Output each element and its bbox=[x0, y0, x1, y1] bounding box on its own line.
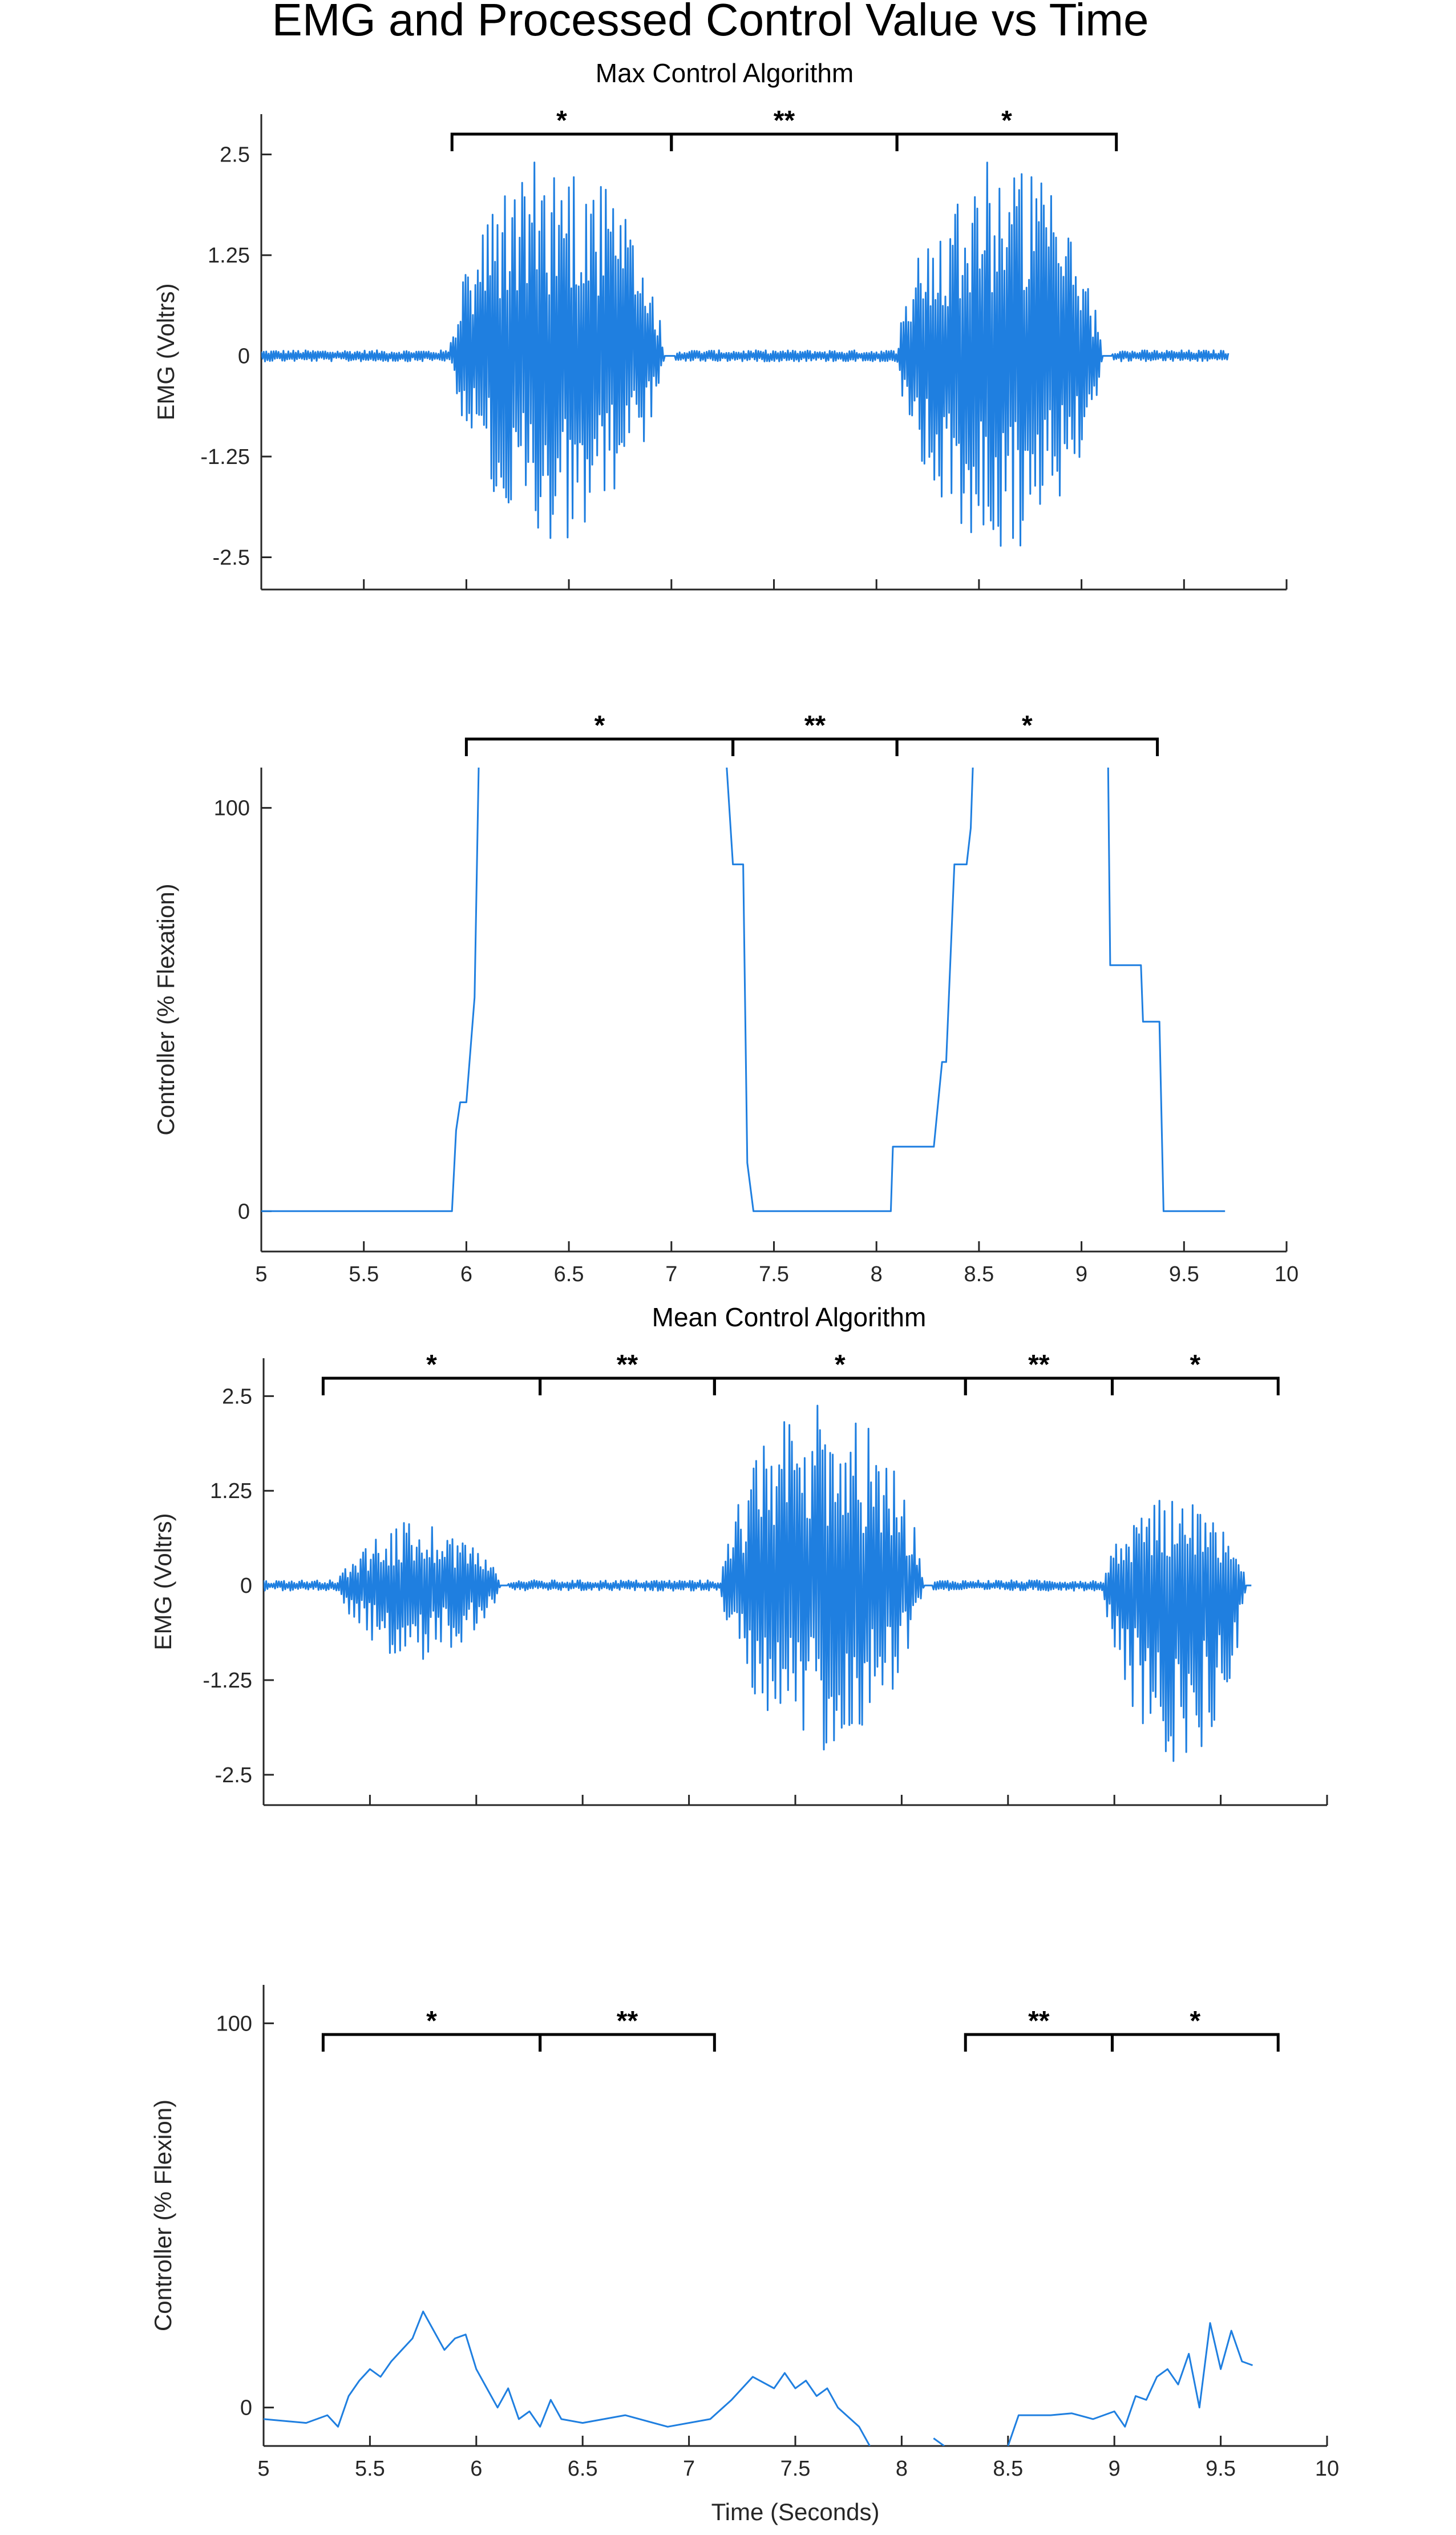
x-tick-label: 9.5 bbox=[1169, 1262, 1199, 1286]
significance-bracket bbox=[964, 1377, 1114, 1395]
significance-label: ** bbox=[1028, 2006, 1050, 2036]
significance-label: ** bbox=[617, 2006, 638, 2036]
significance-bracket bbox=[670, 132, 899, 151]
x-tick-label: 6.5 bbox=[568, 2457, 598, 2481]
figure-title: EMG and Processed Control Value vs Time bbox=[272, 0, 1149, 45]
significance-label: ** bbox=[1028, 1350, 1050, 1380]
significance-label: * bbox=[556, 106, 567, 136]
y-tick-label: 0 bbox=[240, 1574, 252, 1598]
traces bbox=[264, 1404, 1252, 1762]
y-tick-label: 0 bbox=[238, 1200, 250, 1224]
x-tick-label: 7.5 bbox=[780, 2457, 811, 2481]
x-tick-label: 8 bbox=[896, 2457, 908, 2481]
x-axis-label: Time (Seconds) bbox=[711, 2498, 880, 2525]
x-tick-label: 5.5 bbox=[355, 2457, 385, 2481]
significance-bracket bbox=[321, 2033, 542, 2052]
x-tick-label: 7.5 bbox=[759, 1262, 789, 1286]
x-tick-label: 9.5 bbox=[1206, 2457, 1236, 2481]
significance-bracket bbox=[895, 132, 1118, 151]
significance-bracket bbox=[539, 1377, 716, 1395]
significance-bracket bbox=[450, 132, 673, 151]
data-line bbox=[264, 1404, 1252, 1762]
significance-label: * bbox=[1001, 106, 1012, 136]
y-tick-label: -2.5 bbox=[213, 546, 250, 570]
traces bbox=[261, 768, 1226, 1212]
data-line bbox=[261, 768, 480, 1212]
significance-label: * bbox=[1190, 2006, 1201, 2036]
significance-label: ** bbox=[617, 1350, 638, 1380]
y-axis-label: Controller (% Flexation) bbox=[152, 883, 179, 1135]
x-tick-label: 6 bbox=[460, 1262, 472, 1286]
significance-bracket bbox=[895, 737, 1159, 756]
significance-bracket bbox=[1110, 2033, 1280, 2052]
x-tick-label: 6 bbox=[470, 2457, 482, 2481]
data-line bbox=[264, 2310, 871, 2446]
significance-bracket bbox=[539, 2033, 716, 2052]
x-tick-label: 8.5 bbox=[964, 1262, 994, 1286]
significance-bracket bbox=[964, 2033, 1114, 2052]
x-tick-label: 7 bbox=[683, 2457, 695, 2481]
y-tick-label: 0 bbox=[238, 345, 250, 369]
data-line bbox=[1107, 768, 1226, 1212]
significance-bracket bbox=[1110, 1377, 1280, 1395]
y-axis-label: Controller (% Flexion) bbox=[149, 2100, 176, 2331]
significance-label: * bbox=[1022, 711, 1033, 741]
data-line bbox=[726, 768, 974, 1212]
y-tick-label: -1.25 bbox=[200, 445, 250, 469]
significance-bracket bbox=[731, 737, 899, 756]
x-tick-label: 10 bbox=[1275, 1262, 1299, 1286]
significance-label: * bbox=[426, 1350, 437, 1380]
significance-label: * bbox=[835, 1350, 846, 1380]
x-tick-label: 5 bbox=[257, 2457, 269, 2481]
data-line bbox=[933, 2437, 945, 2446]
data-line bbox=[261, 162, 1229, 547]
y-tick-label: 1.25 bbox=[208, 244, 250, 268]
significance-bracket bbox=[713, 1377, 967, 1395]
y-tick-label: 2.5 bbox=[220, 143, 250, 167]
significance-bracket bbox=[321, 1377, 542, 1395]
y-tick-label: 2.5 bbox=[222, 1384, 252, 1408]
significance-label: ** bbox=[804, 711, 826, 741]
x-tick-label: 5.5 bbox=[349, 1262, 379, 1286]
x-tick-label: 9 bbox=[1075, 1262, 1087, 1286]
y-axis-label: EMG (Voltrs) bbox=[149, 1513, 176, 1650]
significance-bracket bbox=[464, 737, 735, 756]
y-tick-label: 100 bbox=[214, 797, 250, 821]
mean-algorithm-subtitle: Mean Control Algorithm bbox=[652, 1302, 927, 1332]
traces bbox=[261, 162, 1229, 547]
y-axis-label: EMG (Voltrs) bbox=[152, 283, 179, 420]
y-tick-label: 1.25 bbox=[210, 1479, 252, 1503]
significance-label: * bbox=[426, 2006, 437, 2036]
traces bbox=[264, 2310, 1253, 2446]
significance-label: ** bbox=[774, 106, 795, 136]
data-line bbox=[1007, 2322, 1253, 2446]
max-algorithm-subtitle: Max Control Algorithm bbox=[596, 58, 854, 88]
x-tick-label: 8 bbox=[871, 1262, 883, 1286]
significance-label: * bbox=[594, 711, 605, 741]
x-tick-label: 10 bbox=[1315, 2457, 1339, 2481]
y-tick-label: 0 bbox=[240, 2396, 252, 2420]
x-tick-label: 8.5 bbox=[993, 2457, 1023, 2481]
significance-label: * bbox=[1190, 1350, 1201, 1380]
x-tick-label: 7 bbox=[665, 1262, 677, 1286]
y-tick-label: -1.25 bbox=[203, 1669, 252, 1693]
y-tick-label: -2.5 bbox=[215, 1763, 252, 1787]
x-tick-label: 6.5 bbox=[554, 1262, 584, 1286]
x-tick-label: 9 bbox=[1109, 2457, 1121, 2481]
y-tick-label: 100 bbox=[216, 2012, 252, 2036]
x-tick-label: 5 bbox=[255, 1262, 267, 1286]
